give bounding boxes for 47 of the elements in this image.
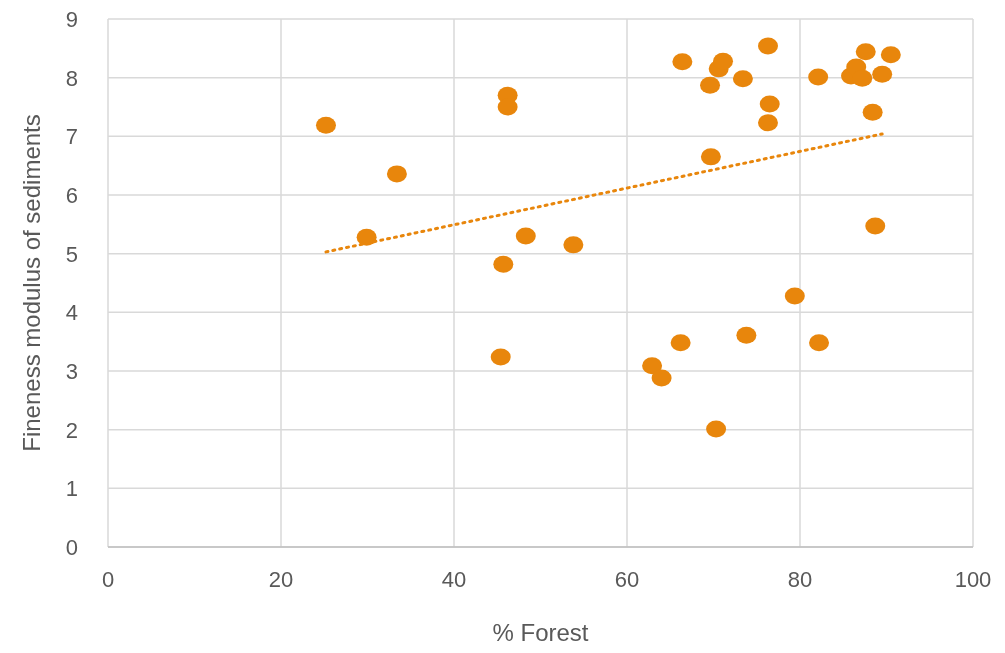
point <box>862 103 883 121</box>
point <box>808 68 829 86</box>
point <box>642 357 663 375</box>
y-tick-label: 5 <box>65 241 78 267</box>
point <box>736 326 757 344</box>
x-tick-label: 40 <box>441 567 467 592</box>
x-tick-label: 100 <box>954 567 992 592</box>
point <box>732 70 753 88</box>
point <box>672 53 693 71</box>
point <box>880 46 901 64</box>
point <box>700 148 721 166</box>
y-tick-label: 2 <box>65 417 78 443</box>
x-tick-label: 60 <box>614 567 640 592</box>
point <box>759 95 780 113</box>
point <box>852 69 873 87</box>
x-tick-label: 20 <box>268 567 294 592</box>
point <box>855 43 876 61</box>
point <box>713 52 734 70</box>
point <box>784 287 805 305</box>
point <box>872 65 893 83</box>
point <box>515 227 536 245</box>
point <box>809 334 830 352</box>
point <box>758 114 778 132</box>
y-tick-label: 7 <box>65 124 78 150</box>
point <box>670 334 691 352</box>
point <box>563 236 584 254</box>
x-tick-label: 80 <box>787 567 813 592</box>
x-tick-label: 0 <box>101 567 115 592</box>
y-tick-label: 0 <box>65 535 78 560</box>
y-tick-label: 3 <box>65 359 78 384</box>
y-tick-label: 9 <box>65 7 78 32</box>
point <box>386 165 407 183</box>
y-tick-label: 4 <box>65 300 78 326</box>
y-tick-label: 1 <box>65 476 78 502</box>
x-axis-title: % Forest <box>492 619 589 646</box>
point <box>497 98 518 116</box>
point <box>315 116 336 134</box>
point <box>706 420 727 438</box>
point <box>865 217 886 235</box>
y-tick-label: 8 <box>65 65 78 91</box>
point <box>493 255 514 273</box>
point <box>758 37 778 55</box>
point <box>700 76 721 94</box>
point <box>490 348 511 366</box>
point <box>651 369 672 387</box>
y-axis-title: Fineness modulus of sediments <box>18 114 45 452</box>
y-tick-label: 6 <box>65 183 78 208</box>
